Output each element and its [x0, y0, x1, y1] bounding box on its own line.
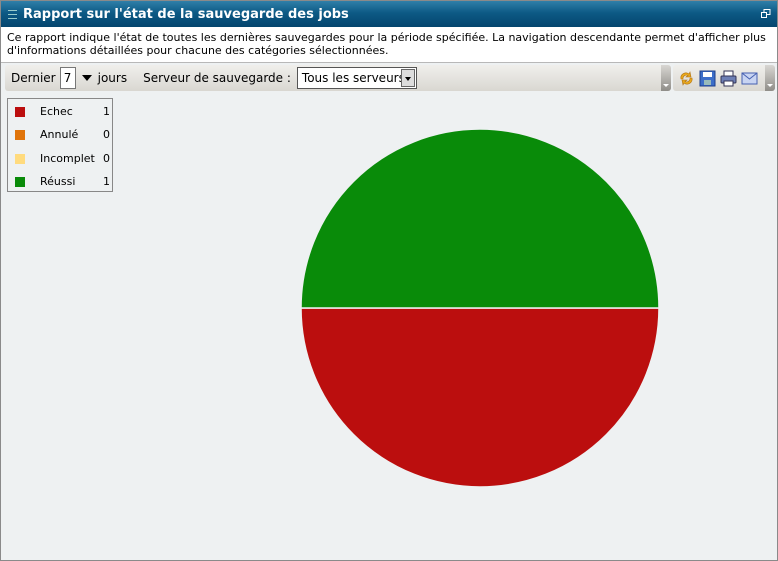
days-dropdown-icon[interactable]: [81, 75, 92, 81]
refresh-icon[interactable]: [678, 70, 695, 87]
window-title: Rapport sur l'état de la sauvegarde des …: [23, 7, 349, 22]
last-label: Dernier: [11, 71, 56, 85]
print-icon[interactable]: [720, 70, 737, 87]
filter-toolbar: Dernier 7 jours Serveur de sauvegarde : …: [5, 65, 671, 91]
action-toolbar: [673, 65, 775, 91]
legend-swatch: [15, 177, 25, 187]
days-label: jours: [97, 71, 128, 85]
legend-label: Annulé: [40, 128, 79, 141]
legend-value: 0: [103, 152, 110, 165]
legend-swatch: [15, 107, 25, 117]
title-bar: Rapport sur l'état de la sauvegarde des …: [1, 1, 777, 27]
legend-label: Incomplet: [40, 152, 95, 165]
email-icon[interactable]: [741, 70, 758, 87]
menu-grip-icon[interactable]: [8, 10, 17, 19]
chevron-down-icon[interactable]: [400, 69, 415, 87]
toolbar-overflow-handle[interactable]: [765, 65, 775, 91]
legend-item-annule[interactable]: Annulé 0: [14, 128, 110, 142]
restore-icon[interactable]: [761, 9, 771, 18]
pie-slice-réussi[interactable]: [300, 128, 660, 309]
legend-item-incomplet[interactable]: Incomplet 0: [14, 152, 110, 166]
legend-swatch: [15, 154, 25, 164]
pie-slice-echec[interactable]: [300, 307, 660, 488]
server-select-value: Tous les serveurs: [301, 71, 405, 85]
legend-item-echec[interactable]: Echec 1: [14, 105, 110, 119]
legend-label: Réussi: [40, 175, 76, 188]
legend-value: 0: [103, 128, 110, 141]
legend-value: 1: [103, 105, 110, 118]
legend-label: Echec: [40, 105, 73, 118]
days-input[interactable]: 7: [59, 67, 76, 89]
server-label: Serveur de sauvegarde :: [143, 71, 291, 85]
legend-value: 1: [103, 175, 110, 188]
server-select[interactable]: Tous les serveurs: [296, 67, 417, 89]
legend-swatch: [15, 130, 25, 140]
chart-legend: Echec 1 Annulé 0 Incomplet 0 Réussi 1: [7, 98, 113, 192]
toolbar-overflow-handle[interactable]: [661, 65, 671, 91]
save-icon[interactable]: [699, 70, 716, 87]
legend-item-reussi[interactable]: Réussi 1: [14, 175, 110, 189]
report-description: Ce rapport indique l'état de toutes les …: [1, 27, 777, 63]
